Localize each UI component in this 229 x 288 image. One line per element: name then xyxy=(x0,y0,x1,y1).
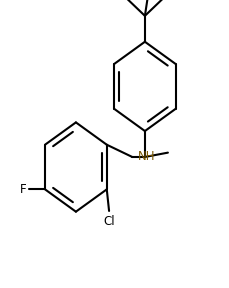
Text: Cl: Cl xyxy=(103,215,114,228)
Text: F: F xyxy=(20,183,26,196)
Text: NH: NH xyxy=(137,150,155,164)
